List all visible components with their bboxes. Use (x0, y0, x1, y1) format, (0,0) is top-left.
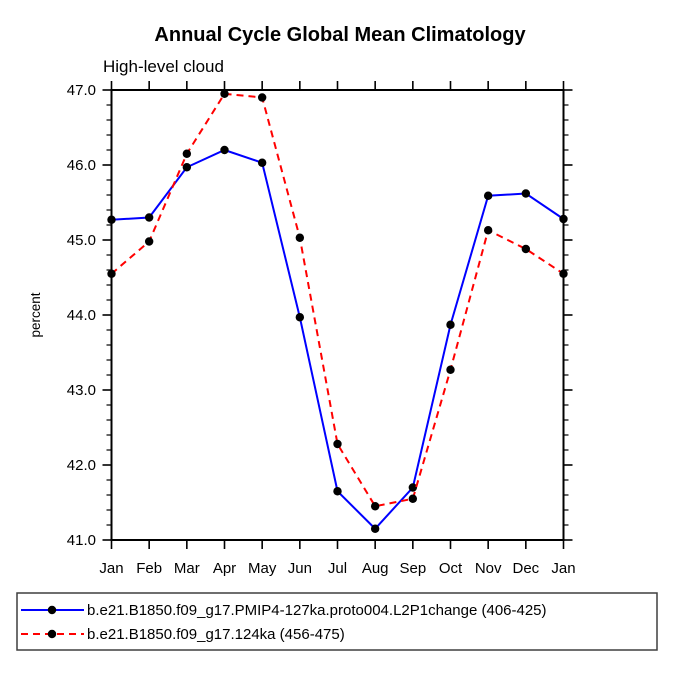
data-point-series-1 (521, 244, 531, 254)
x-tick-label: Jul (328, 560, 347, 577)
data-point-series-0 (295, 313, 305, 322)
data-point-series-1 (295, 233, 305, 242)
x-tick-label: Apr (213, 560, 236, 577)
data-point-series-0 (446, 320, 455, 329)
axes: Jan Feb Mar Apr May Jun Jul Aug Sep Oct Nov Dec Jan4… (67, 81, 576, 577)
x-tick-label: Jan (551, 560, 575, 577)
legend-marker-0 (47, 605, 57, 615)
plot-frame (110, 89, 565, 541)
data-point-series-0 (333, 487, 342, 496)
x-tick-label: Feb (136, 560, 162, 577)
data-point-series-1 (559, 269, 568, 278)
data-point-series-0 (559, 214, 568, 224)
legend-label-0: b.e21.B1850.f09_g17.PMIP4-127ka.proto004… (87, 602, 547, 619)
x-tick-label: Jan (99, 560, 123, 577)
x-tick-label: May (248, 560, 277, 577)
x-tick-label: Jun (288, 560, 312, 577)
y-tick-label: 41.0 (67, 532, 96, 549)
x-tick-label: Mar (174, 560, 200, 577)
data-point-series-1 (220, 89, 229, 98)
y-tick-label: 42.0 (67, 457, 96, 474)
data-point-series-1 (370, 502, 380, 511)
data-point-series-1 (257, 93, 267, 102)
y-tick-label: 43.0 (67, 382, 96, 399)
series-lines (107, 89, 568, 533)
x-tick-label: Sep (399, 560, 426, 577)
data-point-series-1 (483, 226, 493, 235)
data-point-series-0 (107, 215, 116, 224)
x-tick-label: Nov (475, 560, 502, 577)
data-point-series-1 (182, 149, 192, 158)
chart-title: Annual Cycle Global Mean Climatology (154, 24, 526, 46)
data-point-series-0 (408, 483, 418, 492)
x-tick-label: Dec (512, 560, 539, 577)
chart-subtitle: High-level cloud (103, 57, 224, 76)
data-point-series-1 (333, 439, 342, 449)
data-point-series-1 (408, 494, 418, 503)
data-point-series-0 (182, 163, 192, 172)
data-point-series-0 (220, 145, 229, 155)
series-line-0 (111, 148, 565, 531)
data-point-series-1 (107, 269, 116, 278)
y-tick-label: 44.0 (67, 307, 96, 324)
data-point-series-0 (144, 213, 154, 222)
y-tick-label: 46.0 (67, 157, 96, 174)
data-point-series-0 (257, 158, 267, 167)
y-tick-label: 45.0 (67, 232, 96, 249)
y-tick-label: 47.0 (67, 82, 96, 99)
data-point-series-1 (144, 237, 154, 246)
legend-label-1: b.e21.B1850.f09_g17.124ka (456-475) (87, 626, 345, 643)
legend-marker-1 (47, 629, 57, 639)
data-point-series-0 (370, 524, 380, 533)
legend-box (16, 592, 658, 651)
data-point-series-0 (521, 189, 531, 198)
x-tick-label: Aug (362, 560, 389, 577)
legend: b.e21.B1850.f09_g17.PMIP4-127ka.proto004… (16, 592, 658, 651)
x-tick-label: Oct (439, 560, 463, 577)
data-point-series-0 (483, 191, 493, 200)
y-axis-label: percent (28, 292, 43, 337)
data-point-series-1 (446, 365, 455, 374)
